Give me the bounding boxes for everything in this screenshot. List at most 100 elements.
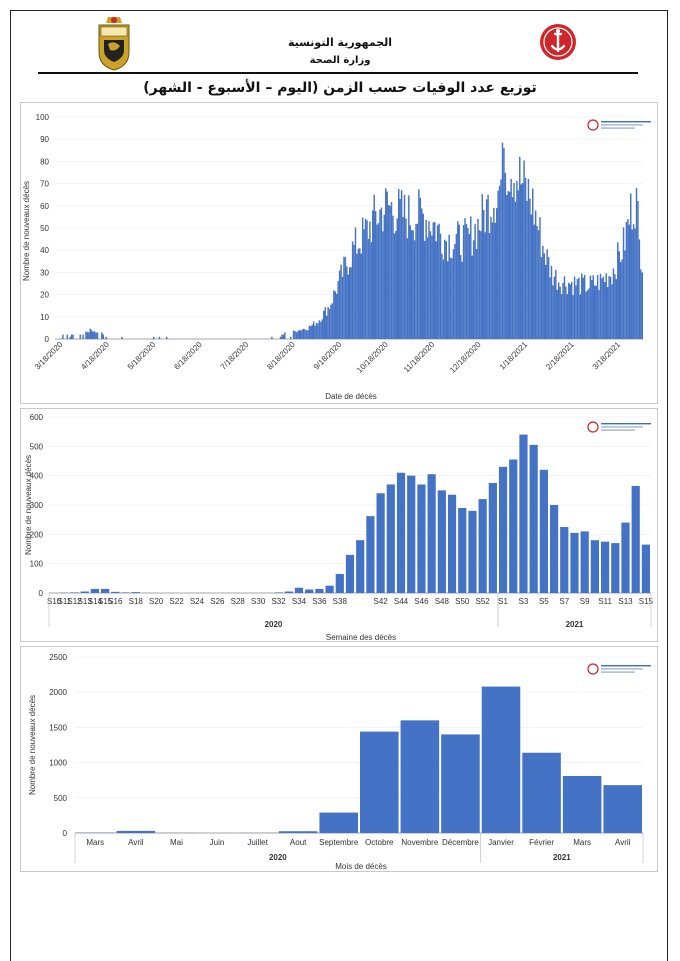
daily-bar — [616, 279, 617, 339]
daily-bar — [332, 303, 333, 339]
daily-bar — [634, 229, 635, 339]
weekly-bar — [611, 543, 619, 593]
x-tick-label: S28 — [231, 597, 246, 606]
x-tick-label: S30 — [251, 597, 266, 606]
daily-bar — [626, 222, 627, 339]
daily-bar — [420, 198, 421, 339]
daily-bar — [467, 228, 468, 339]
daily-bar — [631, 230, 632, 339]
daily-bar — [588, 288, 589, 339]
x-tick-label: S5 — [539, 597, 549, 606]
daily-bar — [500, 179, 501, 339]
weekly-bar — [274, 592, 282, 593]
daily-bar — [562, 283, 563, 339]
daily-bar — [454, 244, 455, 339]
x-tick-label: S13 — [618, 597, 633, 606]
daily-bar — [397, 218, 398, 339]
daily-bar — [601, 278, 602, 339]
daily-bar — [386, 192, 387, 339]
daily-bar — [414, 240, 415, 339]
weekly-bar — [428, 474, 436, 593]
daily-bar — [309, 326, 310, 339]
daily-bar — [623, 227, 624, 339]
daily-bar — [580, 294, 581, 339]
daily-bar — [434, 222, 435, 339]
daily-bar — [412, 230, 413, 339]
weekly-bar — [407, 476, 415, 593]
daily-bar — [578, 278, 579, 339]
daily-bar — [447, 261, 448, 339]
daily-bar — [95, 333, 96, 339]
daily-bar — [283, 335, 284, 339]
daily-bar — [487, 195, 488, 339]
daily-bar — [92, 332, 93, 339]
daily-bar — [606, 273, 607, 339]
daily-bar — [476, 249, 477, 339]
daily-bar — [572, 295, 573, 339]
daily-bar — [497, 190, 498, 339]
x-tick-label: S44 — [394, 597, 409, 606]
x-tick-label: S24 — [190, 597, 205, 606]
weekly-bar — [356, 540, 364, 593]
y-tick-label: 2500 — [49, 653, 67, 662]
daily-bar — [474, 224, 475, 339]
daily-bar — [87, 332, 88, 339]
monthly-bar — [360, 732, 399, 833]
weekly-bar — [101, 589, 109, 593]
daily-bar — [103, 335, 104, 339]
daily-bar — [352, 241, 353, 339]
daily-bar — [624, 251, 625, 339]
weekly-bar — [111, 592, 119, 593]
daily-bar — [62, 335, 63, 339]
monthly-bar — [603, 785, 642, 833]
daily-bar — [384, 215, 385, 339]
y-tick-label: 10 — [40, 313, 49, 322]
daily-bar — [451, 258, 452, 339]
x-tick-label: 1/18/2021 — [498, 340, 530, 372]
daily-bar — [121, 337, 122, 339]
x-tick-label: Aout — [290, 838, 307, 847]
x-tick-label: S22 — [169, 597, 184, 606]
daily-bar — [408, 195, 409, 339]
daily-bar — [548, 257, 549, 339]
daily-bar — [536, 226, 537, 339]
x-tick-label: S15 — [639, 597, 654, 606]
daily-bar — [446, 241, 447, 339]
x-tick-label: 7/18/2020 — [219, 340, 251, 372]
daily-bar — [402, 217, 403, 339]
daily-bar — [486, 199, 487, 339]
weekly-bar — [366, 516, 374, 593]
y-tick-label: 0 — [63, 829, 68, 838]
daily-bar — [552, 285, 553, 339]
x-tick-label: 3/18/2020 — [33, 340, 65, 372]
daily-bar — [557, 290, 558, 339]
daily-bar — [362, 218, 363, 339]
daily-bar — [392, 216, 393, 339]
daily-bar — [544, 253, 545, 339]
weekly-bar — [550, 505, 558, 593]
daily-bar — [440, 234, 441, 339]
daily-bar — [597, 275, 598, 339]
y-tick-label: 50 — [40, 224, 49, 233]
x-tick-label: Janvier — [488, 838, 514, 847]
x-tick-label: S11 — [598, 597, 612, 606]
daily-bar — [316, 323, 317, 339]
daily-bar — [490, 217, 491, 339]
daily-bar — [299, 330, 300, 339]
weekly-bar — [489, 483, 497, 593]
daily-bar — [535, 210, 536, 339]
daily-bar — [496, 208, 497, 339]
weekly-bar — [479, 499, 487, 593]
daily-bar — [418, 189, 419, 339]
daily-bar — [473, 240, 474, 339]
daily-bar — [519, 157, 520, 339]
daily-bar — [532, 188, 533, 339]
daily-bar — [457, 221, 458, 339]
daily-bar — [300, 331, 301, 339]
daily-bar — [558, 282, 559, 339]
weekly-bar — [540, 470, 548, 593]
daily-bar — [515, 202, 516, 339]
daily-bar — [72, 335, 73, 339]
weekly-bar — [438, 490, 446, 593]
daily-bar — [335, 291, 336, 339]
